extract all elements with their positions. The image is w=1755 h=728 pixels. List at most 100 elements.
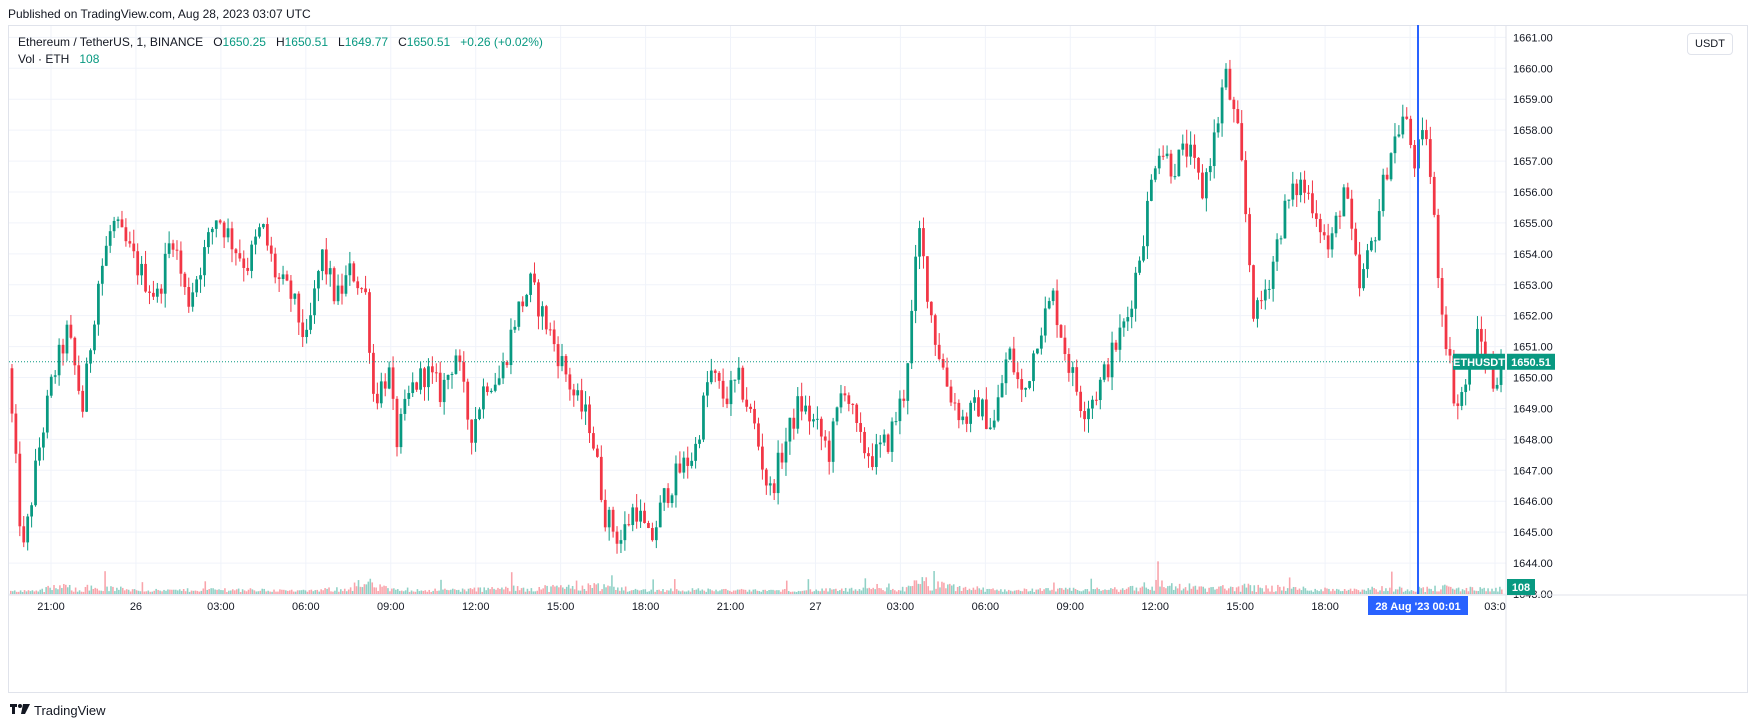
candle-body <box>831 421 835 462</box>
volume-bar <box>854 589 857 594</box>
volume-bar <box>964 586 967 594</box>
volume-bar <box>962 587 965 594</box>
candle-body <box>1267 288 1271 290</box>
candle-body <box>1389 153 1393 180</box>
candle-body <box>1016 372 1020 380</box>
volume-bar <box>96 588 99 594</box>
candle-body <box>297 293 301 323</box>
volume-bar <box>45 587 47 594</box>
candle-body <box>348 263 352 276</box>
volume-bar <box>587 583 590 594</box>
volume-bar <box>452 588 454 594</box>
volume-bar <box>340 589 342 594</box>
candle-body <box>159 288 163 294</box>
volume-bar <box>139 591 142 594</box>
volume-bar <box>1316 590 1318 594</box>
candle-body <box>262 224 265 228</box>
symbol-title[interactable]: Ethereum / TetherUS, 1, BINANCE <box>18 35 204 49</box>
volume-bar <box>1216 588 1218 594</box>
volume-bar <box>1114 587 1116 594</box>
candle-body <box>399 413 403 448</box>
volume-bar <box>281 589 283 594</box>
candle-body <box>682 457 686 473</box>
candle-body <box>1201 172 1204 199</box>
candle-body <box>937 344 941 360</box>
volume-bar <box>1282 586 1285 594</box>
volume-bar <box>292 591 295 594</box>
volume-bar <box>1176 588 1179 594</box>
volume-bar <box>120 586 122 594</box>
volume-bar <box>1275 591 1277 594</box>
candle-body <box>996 397 1000 421</box>
volume-bar <box>534 591 537 594</box>
volume-bar <box>990 589 992 594</box>
volume-bar <box>19 590 22 594</box>
candle-body <box>548 329 552 331</box>
candle-body <box>81 390 85 412</box>
x-tick-label: 21:00 <box>717 601 745 613</box>
volume-bar <box>23 590 26 594</box>
volume-bar <box>514 590 517 594</box>
volume-bar <box>1487 588 1489 594</box>
volume-bar <box>1453 589 1456 594</box>
volume-bar <box>984 591 986 594</box>
volume-bar <box>943 582 945 594</box>
low-label: L <box>338 35 345 49</box>
volume-bar <box>98 590 100 594</box>
volume-bar <box>1442 585 1444 594</box>
volume-bar <box>1102 590 1104 594</box>
volume-bar <box>178 589 181 594</box>
volume-bar <box>1017 589 1020 594</box>
tradingview-brand[interactable]: TradingView <box>10 703 106 718</box>
volume-bar <box>381 586 383 594</box>
candle-body <box>1208 166 1212 173</box>
volume-bar <box>247 589 250 594</box>
volume-bar <box>1239 591 1242 594</box>
volume-bar <box>1444 584 1446 594</box>
volume-bar <box>481 591 484 594</box>
volume-bar <box>228 590 230 594</box>
candle-body <box>73 337 77 366</box>
volume-bar <box>1204 588 1206 594</box>
candle-body <box>1181 143 1185 150</box>
currency-button[interactable]: USDT <box>1687 33 1733 55</box>
volume-bar <box>495 589 497 594</box>
volume-bar <box>895 591 898 594</box>
volume-bar <box>1434 585 1436 594</box>
volume-bar <box>923 581 926 594</box>
volume-bar <box>1353 588 1356 594</box>
volume-bar <box>343 588 346 594</box>
volume-bar <box>823 590 825 594</box>
candle-body <box>313 288 316 316</box>
volume-bar <box>159 590 161 594</box>
volume-bar <box>901 586 904 594</box>
candle-body <box>827 440 831 462</box>
volume-bar <box>518 590 521 594</box>
volume-bar <box>762 589 764 594</box>
candle-body <box>823 436 827 441</box>
volume-bar <box>852 590 855 594</box>
volume-bar <box>1273 591 1275 594</box>
volume-bar <box>839 590 841 594</box>
candle-body <box>372 352 375 394</box>
volume-bar <box>15 591 18 594</box>
volume-bar <box>414 591 417 594</box>
volume-bar <box>685 591 688 594</box>
volume-bar <box>1070 590 1073 594</box>
y-tick-label: 1649.00 <box>1513 403 1553 415</box>
volume-bar <box>1322 591 1324 594</box>
candle-body <box>592 433 595 449</box>
volume-bar <box>68 584 71 594</box>
volume-bar <box>554 586 556 594</box>
volume-bar <box>55 588 57 594</box>
volume-bar <box>1049 590 1051 594</box>
candle-body <box>489 390 493 393</box>
volume-bar <box>473 587 476 594</box>
volume-bar <box>125 589 128 594</box>
volume-bar <box>1343 589 1346 594</box>
volume-bar <box>383 585 385 594</box>
volume-bar <box>746 591 749 594</box>
candle-body <box>85 363 88 412</box>
candle-body <box>733 379 737 381</box>
